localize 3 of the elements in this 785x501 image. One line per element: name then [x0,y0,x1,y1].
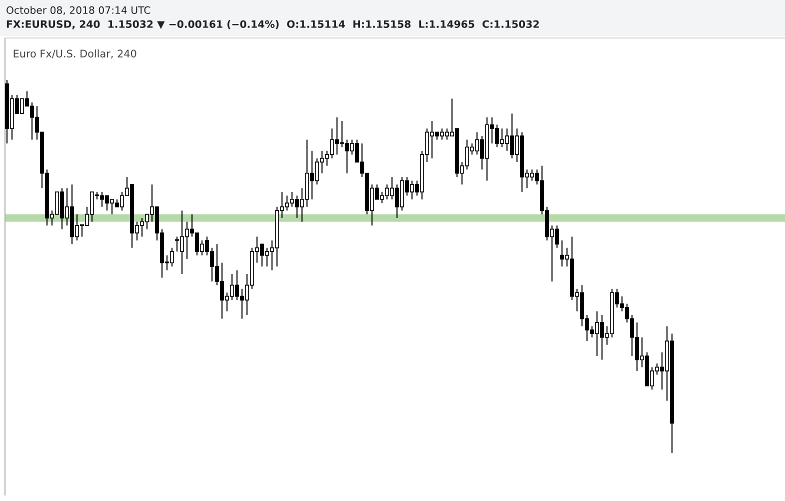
text: FX:EURUSD, 240 1.15032 ▼ −0.00161 (−0.14%) O:1.15114 H:1.15158 L:1.14965 C:1.15032 [6,20,539,30]
text: October 08, 2018 07:14 UTC [6,6,150,15]
chart-title: Euro Fx/U.S. Dollar, 240 [14,49,136,59]
